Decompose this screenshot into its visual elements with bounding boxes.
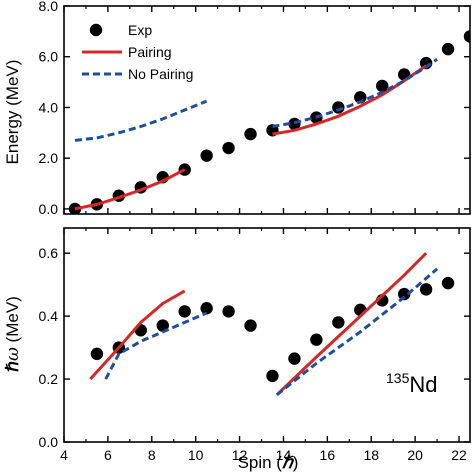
legend-pairing-label: Pairing <box>128 44 172 60</box>
legend-no-pairing-label: No Pairing <box>128 66 193 82</box>
frequency-exp-point <box>90 347 104 361</box>
x-tick-label: 4 <box>60 447 68 463</box>
mass-number: 135 <box>386 370 410 386</box>
frequency-exp-point <box>200 302 213 315</box>
x-tick-label: 20 <box>407 447 423 463</box>
x-tick-label: 16 <box>320 447 336 463</box>
energy-panel: 0.0 2.0 4.0 6.0 8.0 <box>39 0 471 217</box>
energy-plot-frame <box>63 5 471 215</box>
x-tick-label: 6 <box>104 447 112 463</box>
frequency-no-pairing-line <box>275 267 439 396</box>
frequency-plot-frame <box>63 227 471 443</box>
frequency-exp-point <box>178 305 191 318</box>
x-tick-label: 8 <box>148 447 156 463</box>
energy-exp-point <box>200 149 213 162</box>
energy-axis-label: Energy (MeV) <box>3 60 22 165</box>
legend-exp-marker <box>89 23 103 37</box>
frequency-exp-point <box>222 305 235 318</box>
energy-exp-point <box>376 79 389 93</box>
frequency-panel: 4 6 8 10 12 14 16 18 20 22 0.0 0.2 0.4 0.6 <box>39 227 471 463</box>
frequency-exp-point <box>419 283 433 296</box>
energy-exp-point <box>463 30 470 43</box>
frequency-y-tick-label: 0.0 <box>39 434 59 450</box>
frequency-pairing-line <box>275 252 428 396</box>
energy-pairing-line <box>74 168 186 211</box>
frequency-exp-point <box>397 287 411 301</box>
x-tick-label: 10 <box>188 447 204 463</box>
frequency-exp-point <box>332 316 345 329</box>
frequency-exp-point <box>266 369 279 383</box>
legend-exp-label: Exp <box>128 22 152 38</box>
frequency-y-tick-label: 0.6 <box>39 245 59 261</box>
x-tick-label: 14 <box>276 447 292 463</box>
hbar-symbol: ℏ <box>3 361 22 372</box>
x-tick-label: 18 <box>363 447 379 463</box>
energy-y-tick-label: 8.0 <box>39 0 59 14</box>
frequency-exp-point <box>288 352 301 365</box>
frequency-y-tick-label: 0.4 <box>39 308 59 324</box>
spin-word: Spin ( <box>238 453 283 472</box>
spin-unit-close: ) <box>293 453 299 472</box>
element-symbol: Nd <box>409 372 437 397</box>
frequency-exp-point <box>441 276 455 290</box>
frequency-series-group <box>89 252 455 396</box>
legend: Exp Pairing No Pairing <box>82 22 193 82</box>
frequency-unit: (MeV) <box>3 296 22 347</box>
energy-exp-point <box>441 42 455 56</box>
x-tick-label: 12 <box>232 447 248 463</box>
frequency-axis-label: ℏω (MeV) <box>3 296 23 372</box>
energy-y-tick-label: 4.0 <box>39 99 59 115</box>
energy-exp-point <box>222 141 235 155</box>
energy-no-pairing-line <box>74 99 208 142</box>
energy-series-group <box>68 30 470 214</box>
energy-exp-point <box>244 127 257 141</box>
energy-y-tick-label: 0.0 <box>39 201 59 217</box>
frequency-pairing-line <box>89 289 186 381</box>
spin-axis-label: Spin (ℏ) <box>238 453 299 472</box>
energy-y-tick-label: 6.0 <box>39 49 59 65</box>
nucleus-label: 135Nd <box>386 370 437 397</box>
frequency-exp-point <box>310 333 323 346</box>
frequency-exp-point <box>244 319 257 332</box>
frequency-no-pairing-line <box>104 311 208 380</box>
x-tick-label: 22 <box>451 447 467 463</box>
energy-no-pairing-line <box>272 58 438 128</box>
energy-exp-point <box>332 101 345 114</box>
energy-y-tick-label: 2.0 <box>39 150 59 166</box>
hbar-symbol: ℏ <box>282 453 295 472</box>
omega-symbol: ω <box>3 347 23 361</box>
frequency-exp-point <box>156 319 169 332</box>
frequency-y-tick-label: 0.2 <box>39 371 59 387</box>
